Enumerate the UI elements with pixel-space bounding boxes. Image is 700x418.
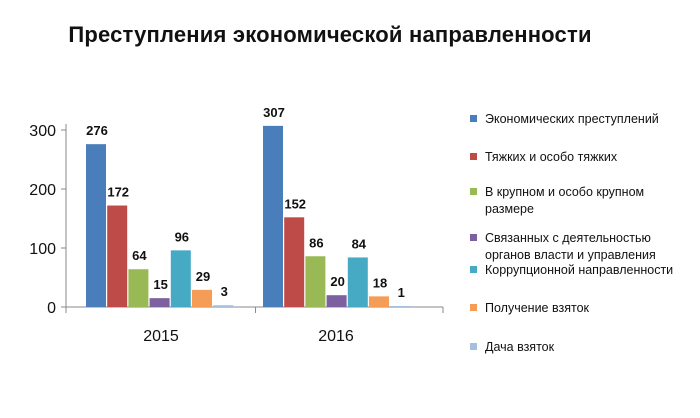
data-label: 15 xyxy=(153,277,167,292)
bars xyxy=(86,125,411,308)
data-label: 64 xyxy=(132,248,147,263)
bar xyxy=(192,289,212,307)
bar xyxy=(347,257,368,307)
data-label: 84 xyxy=(352,236,367,251)
data-label: 172 xyxy=(107,185,129,200)
legend-swatch xyxy=(470,153,477,160)
bar xyxy=(326,295,347,307)
legend-swatch xyxy=(470,343,477,350)
data-label: 3 xyxy=(221,284,228,299)
bar xyxy=(107,205,128,307)
legend-swatch xyxy=(470,304,477,311)
data-label: 96 xyxy=(175,229,189,244)
legend-swatch xyxy=(470,115,477,122)
legend: Экономических преступлений Тяжких и особо… xyxy=(470,112,673,354)
legend-label: размере xyxy=(485,202,534,216)
legend-label: Тяжких и особо тяжких xyxy=(485,150,618,164)
legend-label: В крупном и особо крупном xyxy=(485,185,644,199)
y-tick-label: 0 xyxy=(47,300,56,317)
legend-swatch xyxy=(470,234,477,241)
bar xyxy=(149,298,170,307)
y-tick-label: 100 xyxy=(29,241,56,258)
bar xyxy=(170,250,191,307)
x-category-label: 2015 xyxy=(143,328,179,345)
y-tick-label: 200 xyxy=(29,182,56,199)
legend-label: Дача взяток xyxy=(485,340,555,354)
data-label: 1 xyxy=(398,285,405,300)
data-label: 18 xyxy=(373,275,387,290)
data-label: 20 xyxy=(330,274,344,289)
bar xyxy=(305,256,326,307)
data-label: 86 xyxy=(309,235,323,250)
legend-label: органов власти и управления xyxy=(485,248,656,262)
data-label: 29 xyxy=(196,269,210,284)
data-label: 152 xyxy=(284,196,306,211)
x-category-label: 2016 xyxy=(318,328,354,345)
data-label: 307 xyxy=(263,105,285,120)
y-tick-label: 300 xyxy=(29,123,56,140)
bar xyxy=(369,296,389,307)
bar xyxy=(86,144,106,307)
bar xyxy=(128,269,149,307)
chart-title: Преступления экономической направленност… xyxy=(68,22,592,47)
bar xyxy=(213,305,234,307)
legend-label: Получение взяток xyxy=(485,301,590,315)
bar xyxy=(263,125,283,308)
bar xyxy=(284,217,305,307)
data-labels: 276 172 64 15 96 29 3 307 152 86 20 84 18 1 xyxy=(86,105,405,300)
bar xyxy=(390,306,411,307)
legend-label: Экономических преступлений xyxy=(485,112,659,126)
legend-label: Коррупционной направленности xyxy=(485,263,673,277)
legend-swatch xyxy=(470,188,477,195)
legend-swatch xyxy=(470,266,477,273)
data-label: 276 xyxy=(86,123,108,138)
legend-label: Связанных с деятельностью xyxy=(485,231,651,245)
